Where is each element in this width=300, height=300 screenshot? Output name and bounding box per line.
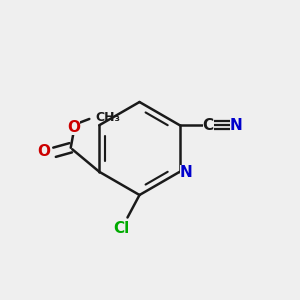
Text: CH₃: CH₃ xyxy=(95,111,120,124)
Text: N: N xyxy=(180,165,193,180)
Text: Cl: Cl xyxy=(113,221,130,236)
Text: O: O xyxy=(37,144,50,159)
Text: C: C xyxy=(203,118,214,133)
Text: N: N xyxy=(230,118,242,133)
Text: O: O xyxy=(67,120,80,135)
